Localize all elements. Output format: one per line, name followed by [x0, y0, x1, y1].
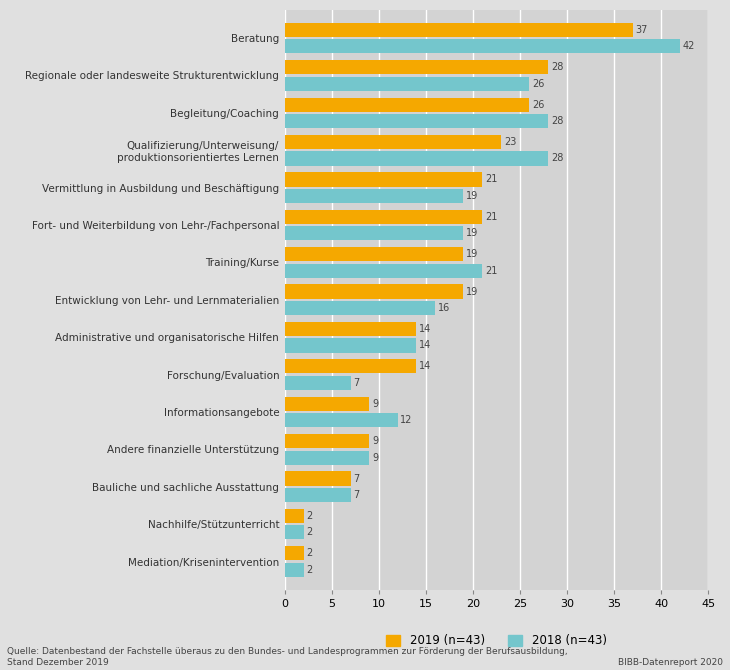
Bar	[285, 413, 398, 427]
Bar	[285, 114, 548, 128]
Text: 28: 28	[551, 62, 564, 72]
Text: 42: 42	[683, 42, 695, 52]
Bar	[285, 376, 350, 390]
Bar	[285, 525, 304, 539]
Bar	[285, 472, 350, 486]
Text: 19: 19	[466, 249, 479, 259]
Text: 7: 7	[353, 378, 360, 388]
Bar	[285, 285, 464, 299]
Legend: 2019 (n=43), 2018 (n=43): 2019 (n=43), 2018 (n=43)	[386, 634, 607, 647]
Text: 2: 2	[307, 548, 312, 558]
Bar	[285, 397, 369, 411]
Bar	[285, 76, 529, 91]
Bar	[285, 359, 416, 373]
Text: 26: 26	[532, 100, 545, 110]
Bar	[285, 488, 350, 502]
Text: 21: 21	[485, 174, 497, 184]
Bar	[285, 509, 304, 523]
Bar	[285, 40, 680, 54]
Text: 14: 14	[419, 340, 431, 350]
Bar	[285, 338, 416, 352]
Text: 9: 9	[372, 453, 378, 462]
Bar	[285, 151, 548, 165]
Bar	[285, 172, 483, 186]
Text: 9: 9	[372, 399, 378, 409]
Bar	[285, 60, 548, 74]
Text: 12: 12	[401, 415, 412, 425]
Text: 2: 2	[307, 511, 312, 521]
Text: 28: 28	[551, 153, 564, 163]
Bar	[285, 322, 416, 336]
Bar	[285, 98, 529, 112]
Bar	[285, 247, 464, 261]
Text: Quelle: Datenbestand der Fachstelle überaus zu den Bundes- und Landesprogrammen : Quelle: Datenbestand der Fachstelle über…	[7, 647, 568, 667]
Bar	[285, 135, 501, 149]
Text: 14: 14	[419, 324, 431, 334]
Text: 26: 26	[532, 78, 545, 88]
Text: 2: 2	[307, 565, 312, 575]
Text: 37: 37	[636, 25, 648, 35]
Text: 19: 19	[466, 228, 479, 239]
Text: 21: 21	[485, 266, 497, 275]
Bar	[285, 210, 483, 224]
Text: 28: 28	[551, 116, 564, 126]
Text: 2: 2	[307, 527, 312, 537]
Bar	[285, 301, 435, 315]
Text: 7: 7	[353, 474, 360, 484]
Bar	[285, 450, 369, 465]
Text: 21: 21	[485, 212, 497, 222]
Text: 9: 9	[372, 436, 378, 446]
Text: 16: 16	[438, 303, 450, 313]
Bar	[285, 189, 464, 203]
Text: BIBB-Datenreport 2020: BIBB-Datenreport 2020	[618, 658, 723, 667]
Text: 14: 14	[419, 361, 431, 371]
Bar	[285, 263, 483, 278]
Text: 23: 23	[504, 137, 516, 147]
Bar	[285, 546, 304, 560]
Bar	[285, 23, 633, 37]
Bar	[285, 226, 464, 241]
Text: 7: 7	[353, 490, 360, 500]
Text: 19: 19	[466, 191, 479, 201]
Text: Quelle: Datenbestand der Fachstelle: Quelle: Datenbestand der Fachstelle	[0, 669, 1, 670]
Text: 19: 19	[466, 287, 479, 297]
Bar	[285, 563, 304, 577]
Bar	[285, 434, 369, 448]
